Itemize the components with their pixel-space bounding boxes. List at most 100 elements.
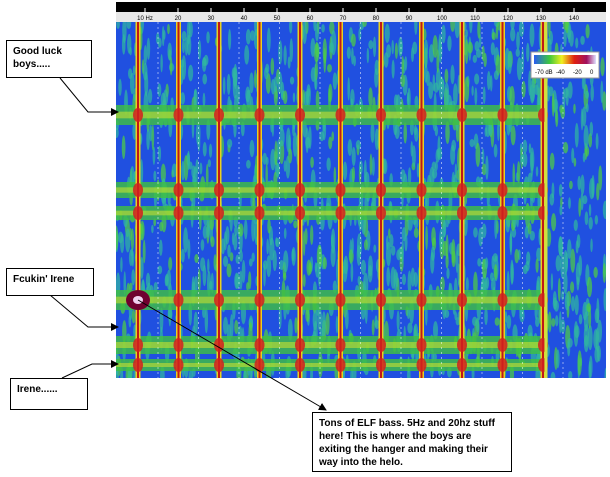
noise: [454, 311, 458, 321]
noise: [404, 56, 408, 71]
noise: [413, 124, 417, 136]
noise: [120, 256, 123, 273]
noise: [444, 68, 449, 84]
noise: [370, 122, 375, 143]
noise: [433, 82, 439, 93]
hotspot: [173, 358, 184, 372]
noise: [491, 31, 496, 41]
colorbar: [534, 55, 596, 64]
noise: [493, 264, 498, 280]
noise: [548, 22, 551, 38]
hotspot: [497, 338, 508, 352]
noise: [265, 163, 268, 189]
noise: [229, 314, 234, 339]
hotspot: [416, 108, 427, 122]
noise: [576, 234, 581, 249]
noise: [202, 73, 208, 85]
noise: [283, 45, 287, 66]
noise: [234, 225, 238, 237]
noise: [407, 322, 413, 334]
noise: [223, 316, 229, 335]
hotspot: [457, 338, 467, 352]
noise: [587, 325, 593, 351]
leaders: [49, 77, 327, 411]
ruler-label: 50: [274, 16, 281, 22]
hotspot: [254, 183, 265, 197]
noise: [366, 47, 370, 64]
noise: [206, 223, 210, 238]
noise: [140, 256, 144, 280]
noise: [510, 259, 514, 285]
noise: [372, 36, 377, 58]
noise: [510, 125, 516, 146]
hotspot: [416, 358, 427, 372]
noise: [246, 282, 250, 291]
noise: [153, 281, 158, 293]
noise: [351, 166, 356, 183]
noise: [507, 50, 512, 75]
noise: [398, 247, 402, 259]
noise: [389, 234, 394, 248]
noise: [116, 225, 119, 251]
noise: [591, 174, 595, 199]
leader: [137, 299, 327, 411]
noise: [287, 318, 293, 341]
ruler-label: 80: [373, 16, 380, 22]
noise: [583, 323, 589, 347]
noise: [171, 163, 178, 178]
ruler-bar: [116, 2, 606, 12]
hotspot: [295, 206, 305, 220]
noise: [527, 222, 532, 235]
band-core: [116, 363, 546, 367]
noise: [168, 257, 173, 271]
noise: [362, 22, 367, 28]
noise: [407, 216, 413, 231]
noise: [333, 166, 337, 186]
noise: [529, 230, 535, 241]
noise: [404, 233, 408, 252]
noise: [246, 89, 252, 108]
noise: [506, 270, 510, 297]
noise: [551, 182, 555, 199]
noise: [181, 160, 185, 181]
noise: [398, 36, 403, 57]
hotspot: [214, 108, 224, 122]
noise: [118, 78, 122, 96]
noise: [407, 167, 412, 186]
noise: [194, 275, 198, 295]
hotspot: [497, 358, 508, 372]
noise: [594, 308, 600, 324]
hotspot: [335, 338, 346, 352]
noise: [600, 80, 604, 104]
noise: [577, 350, 582, 376]
noise: [152, 146, 156, 165]
noise: [550, 273, 554, 291]
noise: [560, 319, 566, 334]
noise: [436, 49, 440, 74]
noise: [231, 232, 235, 246]
noise: [567, 81, 573, 99]
noise: [364, 239, 368, 251]
callout: Tons of ELF bass. 5Hz and 20hz stuff her…: [312, 412, 512, 472]
noise: [596, 182, 600, 201]
noise: [272, 250, 277, 272]
noise: [231, 67, 236, 79]
ruler-label: 20: [175, 16, 182, 22]
noise: [158, 239, 163, 256]
noise: [160, 163, 166, 184]
noise: [431, 227, 436, 247]
noise: [598, 165, 603, 191]
noise: [181, 38, 186, 54]
noise: [286, 127, 291, 153]
noise: [186, 22, 191, 45]
hotspot: [457, 108, 467, 122]
noise: [283, 227, 287, 240]
band-core: [116, 342, 546, 348]
noise: [251, 252, 255, 263]
leader: [49, 294, 119, 331]
noise: [243, 219, 248, 240]
hotspot: [457, 183, 467, 197]
noise: [199, 162, 203, 175]
noise: [475, 142, 481, 167]
noise: [555, 349, 560, 369]
